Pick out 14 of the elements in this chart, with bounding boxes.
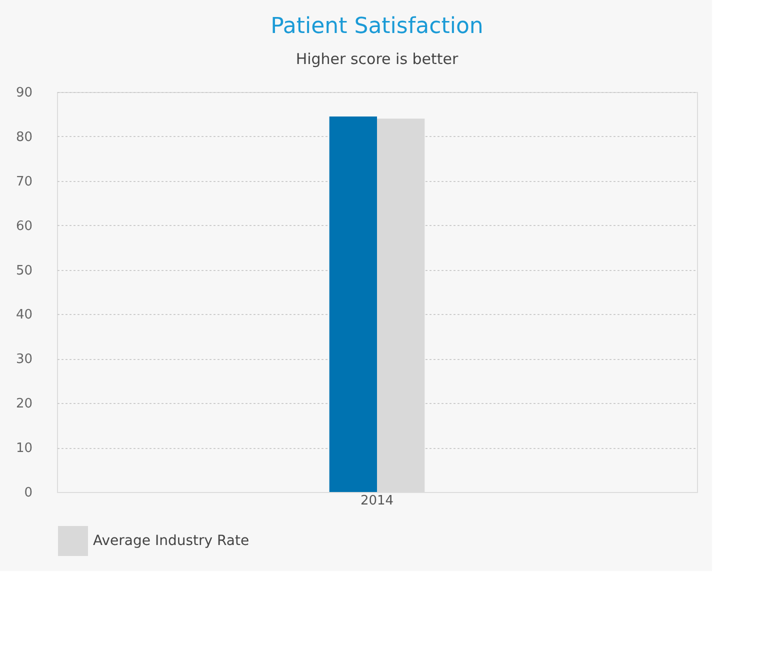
chart-subtitle: Higher score is better (296, 50, 460, 68)
y-tick-label: 60 (16, 218, 32, 234)
y-tick-label: 0 (24, 486, 32, 500)
chart-title: Patient Satisfaction (270, 14, 484, 39)
x-tick-label: 2014 (360, 494, 394, 508)
y-tick-label: 40 (16, 308, 32, 323)
y-tick-label: 20 (16, 396, 32, 412)
y-tick-label: 30 (16, 352, 32, 368)
y-tick-label: 70 (16, 174, 32, 190)
legend-label: Average Industry Rate (93, 533, 250, 549)
y-tick-label: 80 (16, 130, 32, 145)
y-tick-label: 50 (16, 263, 32, 278)
y-tick-label: 90 (16, 86, 32, 100)
y-tick-label: 10 (16, 441, 32, 456)
